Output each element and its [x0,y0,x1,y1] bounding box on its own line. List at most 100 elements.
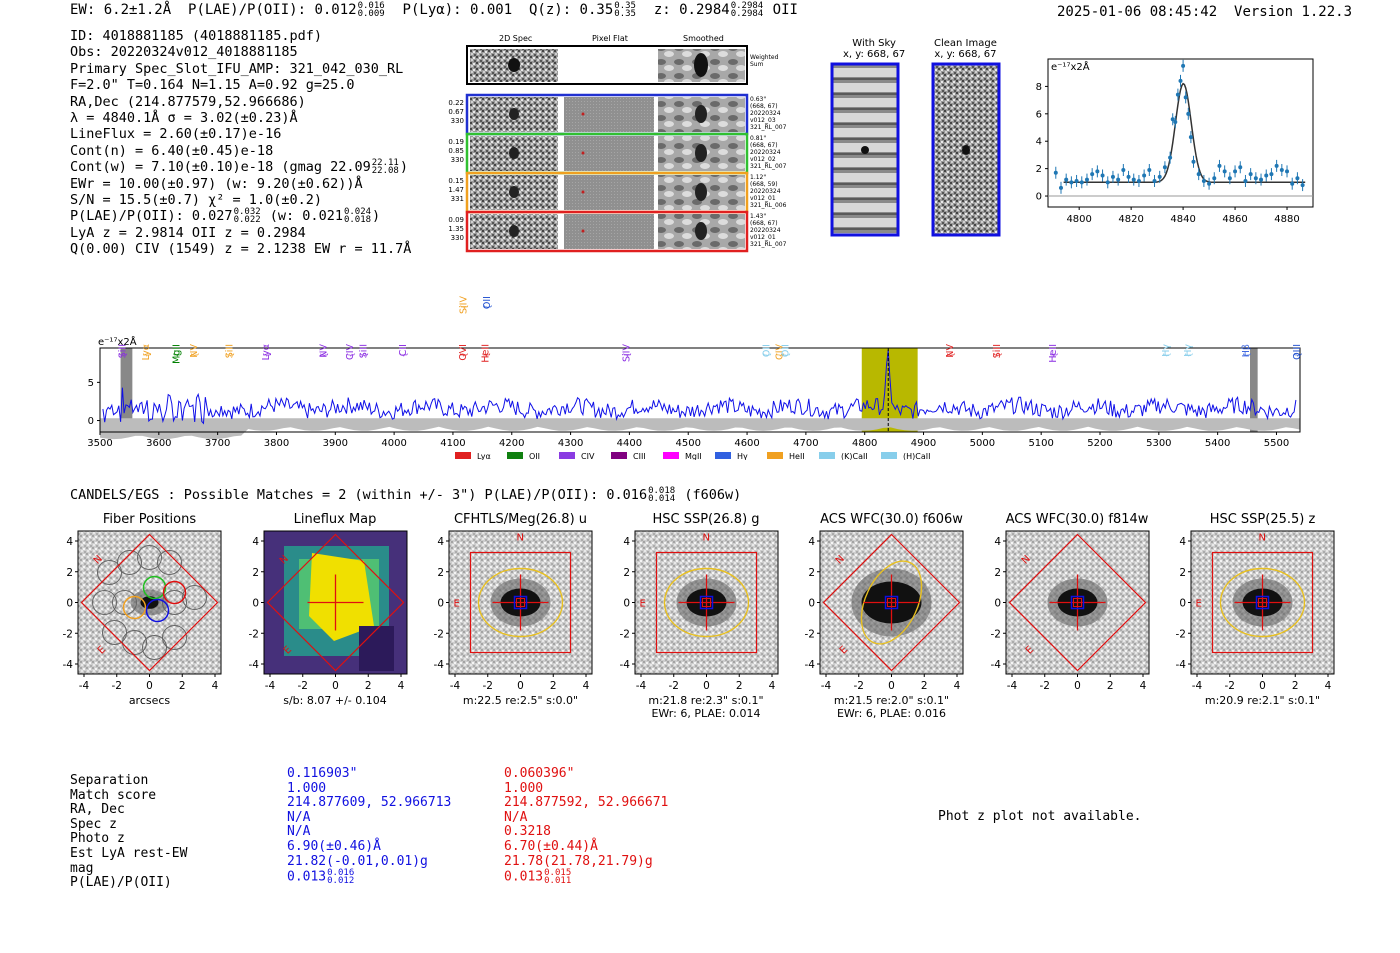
spec-legend-label: (K)CaII [841,452,868,460]
spec-ytick: 5 [88,378,94,389]
fit-ytick: 0 [1036,192,1042,203]
panel-ytick: -4 [619,659,630,671]
fit-point [1110,174,1115,179]
spec-legend-label: CIII [633,452,646,460]
info-obs: Obs: 20220324v012_4018881185 [70,44,298,61]
spec-xtick: 5400 [1205,438,1230,449]
spec-line-id: Hγ{ [1161,344,1172,358]
panel-ytick: 0 [623,598,630,610]
panel-ytick: 4 [994,536,1001,548]
spec-legend-swatch [881,452,897,459]
spec-xtick: 4600 [734,438,759,449]
spec-xtick: 5100 [1028,438,1053,449]
match-value: 1.000 [287,780,327,796]
fit-ytick: 2 [1036,164,1042,175]
fit-point [1300,183,1305,188]
fit-point [1157,174,1162,179]
match-value: 6.70(±0.44)Å [504,838,598,854]
svg-text:{: { [399,352,408,357]
panel-xtick: 4 [583,680,590,692]
spec-line-id: OIII{ [1292,344,1303,360]
spec-line-id: CIV{ [345,344,356,360]
panel-ytick: -2 [63,628,73,640]
svg-text:{: { [781,352,790,357]
spec-line-id: OVI{ [458,344,469,361]
spec-legend-swatch [767,452,783,459]
panel-xtick: -2 [483,680,493,692]
fit-point [1279,168,1284,172]
fiber-row-values: 0.09 1.35 330 [448,216,464,242]
panel-caption-2: EWr: 6, PLAE: 0.016 [836,707,947,720]
fit-point [1142,173,1147,178]
fit-point [1222,169,1227,174]
spec-masked-region [120,348,133,432]
spec-legend-swatch [455,452,471,459]
panel-xtick: 0 [1259,680,1266,692]
spec-xtick: 4100 [440,438,465,449]
match-value: 1.000 [504,780,544,796]
spec-line-label: CIV [345,344,356,360]
svg-text:{: { [360,352,369,357]
panel-ytick: -4 [1176,659,1187,671]
fit-point [1053,170,1058,175]
spec-line-label: SiIV [621,344,632,362]
cutout-col-flat: Pixel Flat [592,34,628,43]
panel-ytick: -2 [1176,628,1186,640]
match-label: P(LAE)/P(OII) [70,875,172,891]
panel-ytick: -2 [990,628,1000,640]
detection-info: ID: 4018881185 (4018881185.pdf) Obs: 202… [70,28,411,258]
panel-footprint [1211,551,1314,654]
fiber-row-meta: 0.81" (668, 67) 20220324 v012_02 321_RL_007 [750,135,787,170]
fit-point [1116,177,1121,182]
panel-footprint [1008,533,1146,672]
panel-aperture [1219,567,1306,638]
svg-text:{: { [172,352,181,357]
svg-text:{: { [190,352,199,357]
info-ewr: EWr = 10.00(±0.97) (w: 9.20(±0.62))Å [70,175,363,192]
svg-text:{: { [1162,352,1171,357]
spec-xtick: 5000 [970,438,995,449]
fit-point [1253,176,1258,181]
spec-legend-swatch [819,452,835,459]
spec-line-id: HeII{ [1048,344,1059,363]
match-value: 0.116903" [287,766,358,781]
fit-point [1131,177,1136,182]
spec-line-label: CIV [774,344,785,360]
spec-line-label: OIII [1292,344,1303,360]
svg-text:{: { [483,304,492,309]
info-lyaz: LyA z = 2.9814 OII z = 0.2984 [70,224,306,241]
panel-xtick: 0 [517,680,524,692]
spec-line-id: CIV{ [774,344,785,360]
fiber-pixel-flat [564,214,654,249]
panel-caption: m:22.5 re:2.5" s:0.0" [462,694,579,707]
svg-text:{: { [762,352,771,357]
panel-caption: m:21.5 re:2.0" s:0.1" [833,694,950,707]
panel-footprint [469,551,572,654]
spec-xtick: 3500 [87,438,112,449]
panel-xtick: 2 [921,680,928,692]
fit-point [1264,173,1269,178]
spec-line-id: OII{ [482,296,493,310]
panel-title: Lineflux Map [293,512,377,527]
panel-xtick: -4 [450,680,461,692]
fit-xtick: 4880 [1274,214,1299,225]
spec-line-label: Lyα [141,344,152,360]
panel-xtick: 2 [179,680,186,692]
spec-line-id: OII{ [761,344,772,358]
spec-unit-label: e⁻¹⁷x2Å [98,335,137,348]
match-labels: Separation Match score RA, Dec Spec z Photo … [70,773,187,891]
svg-text:{: { [225,352,234,357]
panel-ytick: 0 [994,598,1001,610]
fit-point [1170,117,1175,122]
spec-line-label: NV [189,344,200,358]
spec-xtick: 5500 [1264,438,1289,449]
weighted-sum-label: Weighted Sum [750,54,779,68]
panel-caption: s/b: 8.07 +/- 0.104 [283,694,387,707]
spec-line-label: OII [761,344,772,357]
match-label: mag [70,860,94,876]
spec-xtick: 3700 [205,438,230,449]
svg-text:N: N [702,533,709,544]
spec-legend-swatch [559,452,575,459]
panel-xtick: -2 [668,680,678,692]
